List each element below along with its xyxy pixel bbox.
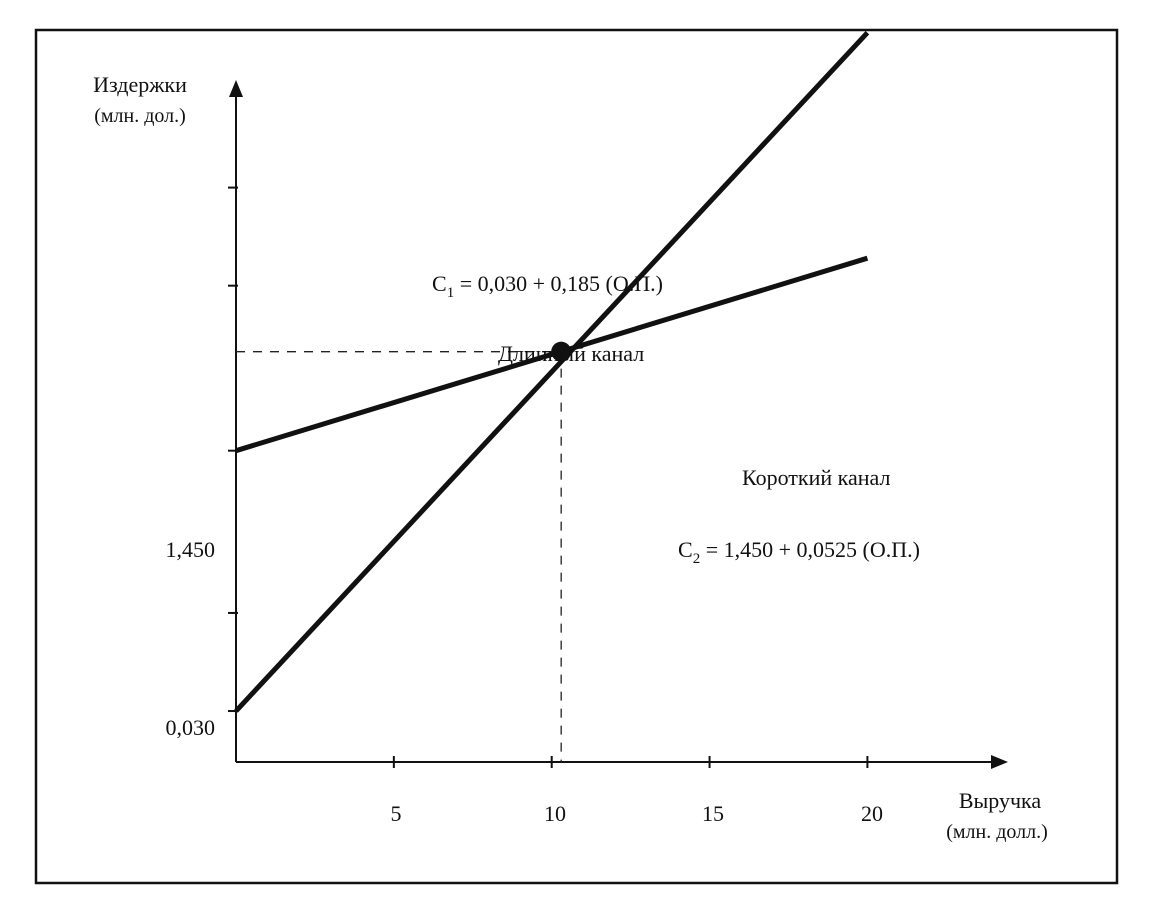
series-1-line [234,30,870,713]
series-2-equation-body: = 1,450 + 0,0525 (О.П.) [700,537,920,562]
intersection-point [551,341,572,362]
x-tick-label: 10 [544,801,566,826]
axes [229,80,1008,769]
series-2-equation-symbol: C [678,537,693,562]
ticks [228,186,869,768]
y-axis-unit: (млн. дол.) [94,105,186,127]
series-2-equation-subscript: 2 [693,551,701,567]
series-1-label: Длинный канал [498,341,644,366]
series-1-equation-body: = 0,030 + 0,185 (О.П.) [454,271,663,296]
series-1-equation-subscript: 1 [447,285,455,301]
y-axis-arrow [229,80,243,97]
x-axis-unit: (млн. долл.) [946,821,1048,843]
series-1-equation: C1 = 0,030 + 0,185 (О.П.) [432,271,663,301]
x-tick-label: 20 [861,801,883,826]
x-tick-label: 5 [391,801,402,826]
series-lines [234,30,870,713]
x-axis-arrow [991,755,1008,769]
series-1-equation-symbol: C [432,271,447,296]
y-tick-label: 0,030 [166,715,216,740]
series-2-equation: C2 = 1,450 + 0,0525 (О.П.) [678,537,920,567]
chart-frame [34,28,1119,885]
x-tick-label: 15 [702,801,724,826]
series-2-label: Короткий канал [742,465,890,490]
y-axis-title: Издержки [93,72,187,97]
x-axis-title: Выручка [959,788,1042,813]
y-tick-label: 1,450 [166,537,216,562]
marks [551,341,572,362]
guides [236,351,562,762]
